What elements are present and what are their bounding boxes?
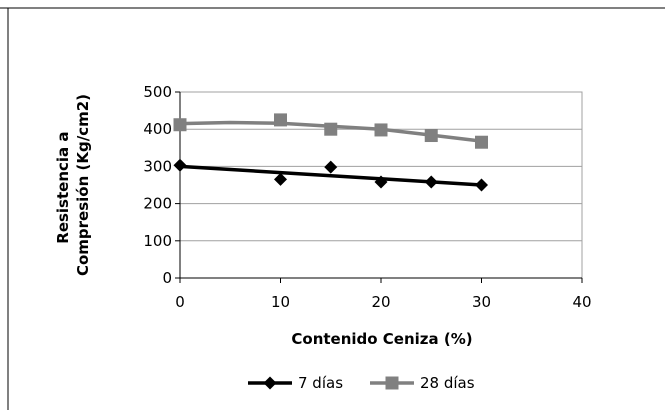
y-tick-label: 200	[143, 195, 172, 213]
legend-item-1: 7 días	[248, 374, 343, 392]
legend-marker-2	[385, 376, 399, 390]
series-2-point	[374, 123, 388, 137]
legend-item-2: 28 días	[370, 374, 475, 392]
x-axis-title: Contenido Ceniza (%)	[291, 330, 472, 348]
x-tick-label: 40	[572, 293, 591, 311]
series-2-point	[173, 118, 187, 132]
legend-label-1: 7 días	[298, 374, 343, 392]
y-tick-label: 400	[143, 120, 172, 138]
y-axis-title-line-2: Compresión (Kg/cm2)	[74, 94, 92, 276]
x-tick-label: 20	[371, 293, 390, 311]
series-1-point	[424, 175, 438, 189]
x-tick-label: 10	[271, 293, 290, 311]
y-tick-label: 500	[143, 83, 172, 101]
axes: 0 100 200 300 400 500 0 10 20 30 40	[143, 83, 591, 311]
series-1-point	[374, 175, 388, 189]
series-2-point	[274, 113, 287, 127]
legend-marker-1	[263, 376, 277, 390]
y-tick-label: 100	[143, 232, 172, 250]
y-tick-label: 0	[162, 269, 172, 287]
series-2-point	[324, 122, 338, 136]
series-layer	[173, 113, 488, 192]
series-2-point	[424, 129, 438, 143]
y-axis-title-line-1: Resistencia a	[54, 131, 72, 243]
series-1-point	[475, 178, 488, 192]
series-2-point	[475, 135, 488, 149]
y-tick-label: 300	[143, 157, 172, 175]
legend-label-2: 28 días	[420, 374, 475, 392]
series-1-point	[173, 158, 187, 172]
y-axis-title: Resistencia a Compresión (Kg/cm2)	[54, 94, 92, 276]
series-2	[173, 113, 488, 149]
series-1	[173, 158, 488, 192]
x-tick-label: 30	[472, 293, 491, 311]
legend: 7 días 28 días	[248, 374, 475, 392]
series-1-point	[324, 160, 338, 174]
series-1-point	[274, 172, 287, 186]
x-tick-label: 0	[175, 293, 185, 311]
